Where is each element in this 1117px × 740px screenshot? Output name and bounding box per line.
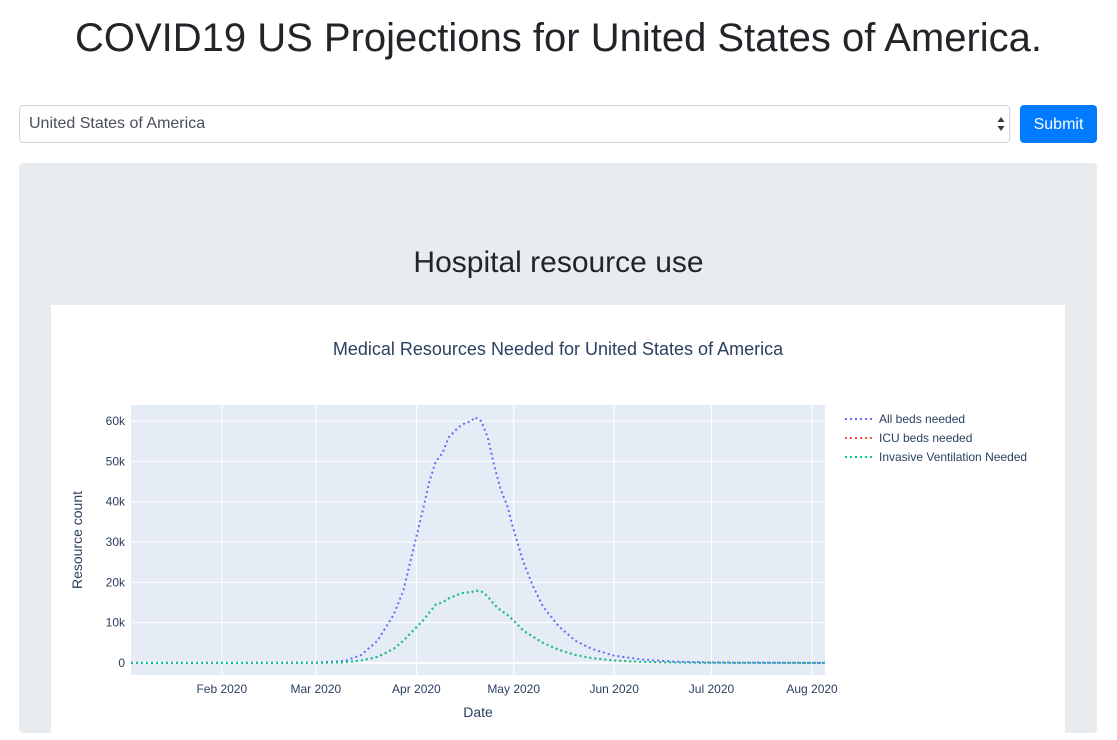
y-tick-label: 50k — [106, 454, 126, 468]
x-axis-label: Date — [463, 704, 493, 720]
y-tick-label: 60k — [106, 414, 126, 428]
chart-title: Medical Resources Needed for United Stat… — [333, 339, 784, 359]
y-axis-label: Resource count — [69, 491, 85, 589]
section-title: Hospital resource use — [413, 246, 704, 279]
y-tick-label: 10k — [106, 616, 126, 630]
legend-label: ICU beds needed — [879, 431, 972, 445]
submit-button[interactable]: Submit — [1020, 105, 1097, 143]
x-tick-label: Mar 2020 — [290, 682, 341, 696]
legend-item[interactable]: All beds needed — [845, 412, 965, 426]
legend: All beds needed ICU beds needed Invasive V… — [845, 412, 1027, 464]
location-select-value: United States of America — [29, 115, 206, 132]
page-title: COVID19 US Projections for United States… — [74, 16, 1043, 60]
x-tick-label: Jul 2020 — [689, 682, 735, 696]
x-tick-label: Apr 2020 — [392, 682, 441, 696]
location-select[interactable]: United States of America — [19, 105, 1010, 143]
series-lines — [131, 415, 826, 664]
series-line — [131, 415, 826, 664]
x-axis-ticks: Feb 2020 Mar 2020 Apr 2020 May 2020 Jun 2020… — [196, 682, 838, 696]
y-tick-label: 40k — [106, 495, 126, 509]
legend-item[interactable]: Invasive Ventilation Needed — [845, 450, 1027, 464]
x-tick-label: Feb 2020 — [196, 682, 247, 696]
y-tick-label: 0 — [118, 656, 125, 670]
x-tick-label: May 2020 — [487, 682, 540, 696]
y-axis-ticks: 0 10k 20k 30k 40k 50k 60k — [106, 414, 126, 670]
legend-label: Invasive Ventilation Needed — [879, 450, 1027, 464]
y-tick-label: 30k — [106, 535, 126, 549]
select-arrows-icon — [997, 117, 1005, 131]
plot-area — [131, 405, 825, 675]
y-tick-label: 20k — [106, 575, 126, 589]
x-tick-label: Aug 2020 — [786, 682, 838, 696]
legend-label: All beds needed — [879, 412, 965, 426]
x-tick-label: Jun 2020 — [590, 682, 640, 696]
chart-card: Medical Resources Needed for United Stat… — [51, 305, 1065, 735]
legend-item[interactable]: ICU beds needed — [845, 431, 972, 445]
resource-chart: Medical Resources Needed for United Stat… — [69, 339, 1027, 720]
series-line — [131, 589, 826, 664]
